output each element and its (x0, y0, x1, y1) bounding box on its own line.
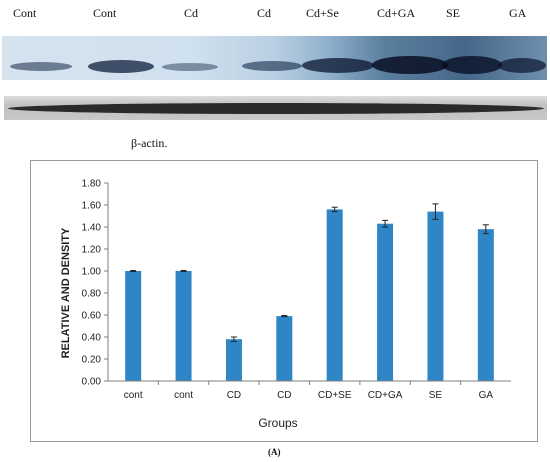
panel-label: (A) (268, 447, 281, 457)
chart-frame: RELATIVE AND DENSITY Groups 0.00 0.20 0.40… (30, 160, 538, 442)
blot-band (8, 103, 544, 114)
lane-label: Cont (13, 6, 37, 20)
blot-band (302, 58, 374, 73)
blot-band (372, 56, 448, 74)
y-tick-label: 1.80 (82, 179, 102, 190)
lane-label: Cd (257, 6, 272, 20)
x-tick-label: CD+SE (318, 390, 352, 401)
x-tick-label: GA (479, 390, 494, 401)
bar (427, 211, 444, 381)
blot-band (442, 56, 502, 74)
blot-band (162, 63, 218, 71)
bar (377, 223, 394, 381)
bar (125, 271, 142, 381)
error-bar (180, 269, 187, 273)
beta-actin-label: β-actin. (131, 136, 168, 150)
bar (175, 271, 192, 381)
error-bar (331, 206, 338, 213)
lane-label: Cd+GA (377, 6, 416, 20)
bar (225, 339, 242, 381)
error-bar (382, 219, 389, 228)
western-blot-beta-actin-image (4, 96, 547, 120)
bar-chart: RELATIVE AND DENSITY Groups 0.00 0.20 0.40… (60, 179, 511, 430)
western-blot-target-image (2, 36, 547, 80)
blot-band (10, 62, 72, 71)
y-tick-label: 1.60 (82, 201, 102, 212)
y-tick-label: 0.80 (82, 289, 102, 300)
y-tick-label: 0.60 (82, 311, 102, 322)
x-axis-label: Groups (258, 416, 297, 430)
y-tick-label: 1.40 (82, 223, 102, 234)
blot-band (498, 58, 546, 73)
blot-band (242, 61, 302, 71)
bar (326, 209, 343, 381)
bars (125, 203, 494, 381)
error-bar (230, 336, 237, 342)
lane-label: Cont (93, 6, 117, 20)
x-tick-label: cont (124, 390, 143, 401)
error-bar (281, 315, 288, 318)
error-bar (482, 224, 489, 235)
y-tick-label: 0.20 (82, 355, 102, 366)
y-tick-label: 0.40 (82, 333, 102, 344)
lane-label: GA (509, 6, 527, 20)
y-tick-label: 1.00 (82, 267, 102, 278)
bar (477, 229, 494, 381)
lane-label: Cd (184, 6, 199, 20)
lane-label: Cd+Se (306, 6, 339, 20)
y-tick-label: 0.00 (82, 377, 102, 388)
x-axis: cont cont CD CD CD+SE CD+GA SE GA (108, 380, 511, 401)
x-tick-label: cont (174, 390, 193, 401)
y-tick-label: 1.20 (82, 245, 102, 256)
y-axis: 0.00 0.20 0.40 0.60 0.80 1.00 1.20 1.40 1.60 1.80 (82, 179, 109, 388)
error-bar (432, 203, 439, 220)
x-tick-label: CD (227, 390, 241, 401)
x-tick-label: SE (429, 390, 443, 401)
x-tick-label: CD (277, 390, 291, 401)
lane-label: SE (446, 6, 461, 20)
blot-band (88, 60, 154, 73)
x-tick-label: CD+GA (368, 390, 403, 401)
bar (276, 316, 293, 381)
y-axis-label: RELATIVE AND DENSITY (60, 227, 72, 358)
error-bar (130, 269, 137, 273)
